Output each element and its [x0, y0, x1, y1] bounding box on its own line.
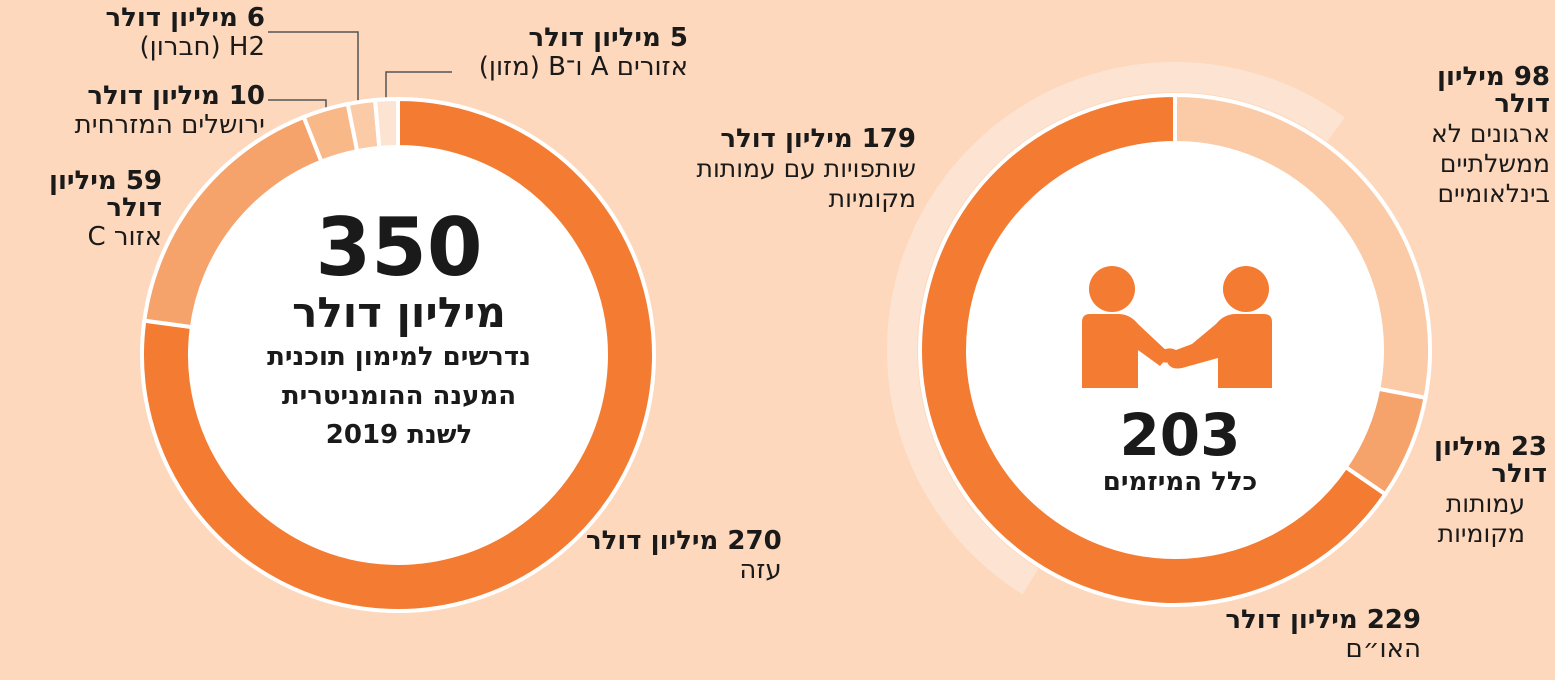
label-amount: 10 מיליון דולר — [87, 81, 265, 111]
label-name: H2 (חברון) — [139, 32, 265, 63]
projects-total-description: כלל המיזמים — [1102, 467, 1258, 497]
outer-arc-partnerships — [887, 62, 1345, 595]
donut-chart-appeal — [140, 96, 656, 613]
label-ingos: 98 מיליון דולר ארגונים לא ממשלתיים בינלא… — [1400, 62, 1550, 209]
label-amount: 229 מיליון דולר — [1225, 605, 1421, 635]
label-amount: 98 מיליון דולר — [1437, 62, 1550, 120]
label-name: האו״ם — [1345, 634, 1421, 665]
total-description-line: לשנת 2019 — [325, 420, 473, 451]
donut1-hole — [190, 147, 606, 563]
label-amount: 179 מיליון דולר — [720, 124, 916, 154]
label-name: ארגונים לא ממשלתיים בינלאומיים — [1431, 118, 1550, 208]
label-jerusalem: 10 מיליון דולר ירושלים המזרחית — [74, 81, 265, 141]
slice-gaza — [140, 96, 656, 613]
leader-line-h2 — [268, 31, 359, 103]
label-amount: 5 מיליון דולר — [528, 23, 689, 53]
label-name: אזור C — [87, 221, 162, 252]
label-area-c: 59 מיליון דולר אזור C — [22, 166, 162, 252]
total-value: 350 — [315, 201, 483, 294]
label-amount: 59 מיליון דולר — [49, 166, 162, 224]
label-ab: 5 מיליון דולר אזורים A ו־B (מזון) — [478, 23, 689, 83]
label-name: עזה — [739, 555, 782, 586]
label-partnerships: 179 מיליון דולר שותפויות עם עמותות מקומי… — [686, 124, 916, 214]
label-amount: 6 מיליון דולר — [105, 3, 266, 33]
label-amount: 23 מיליון דולר — [1434, 432, 1547, 490]
label-h2: 6 מיליון דולר H2 (חברון) — [105, 3, 266, 63]
total-description-line: המענה ההומניטרית — [281, 381, 517, 412]
label-gaza: 270 מיליון דולר עזה — [586, 526, 782, 586]
label-amount: 270 מיליון דולר — [586, 526, 782, 556]
projects-total-value: 203 — [1119, 401, 1241, 469]
center-total-appeal: 350 מיליון דולר נדרשים למימון תוכנית המע… — [218, 208, 580, 455]
total-unit: מיליון דולר — [292, 288, 506, 337]
arc-partnerships — [887, 62, 1345, 595]
handshake-icon — [1082, 266, 1272, 388]
label-name: עמותות מקומיות — [1437, 488, 1525, 548]
label-un: 229 מיליון דולר האו״ם — [1225, 605, 1421, 665]
label-name: אזורים A ו־B (מזון) — [478, 52, 688, 83]
label-local-ngos: 23 מיליון דולר עמותות מקומיות — [1417, 432, 1547, 549]
slice-areas-ab — [372, 96, 400, 151]
total-description-line: נדרשים למימון תוכנית — [267, 342, 531, 373]
center-total-projects: 203 כלל המיזמים — [1040, 406, 1320, 500]
leader-line-ab — [385, 71, 452, 100]
label-name: ירושלים המזרחית — [74, 110, 265, 141]
slice-un — [918, 92, 1389, 607]
label-name: שותפויות עם עמותות מקומיות — [696, 154, 916, 214]
